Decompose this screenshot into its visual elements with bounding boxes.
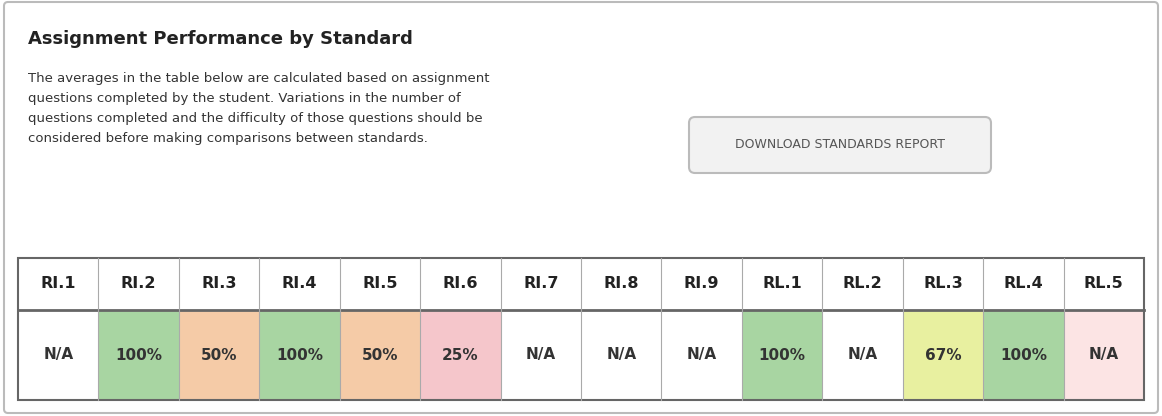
Bar <box>421 310 501 400</box>
Text: RL.3: RL.3 <box>923 277 963 292</box>
Text: 100%: 100% <box>999 347 1047 362</box>
FancyBboxPatch shape <box>3 2 1159 413</box>
Text: 100%: 100% <box>115 347 163 362</box>
Text: N/A: N/A <box>1089 347 1119 362</box>
Bar <box>1063 258 1145 310</box>
Bar <box>501 258 581 310</box>
Text: N/A: N/A <box>525 347 555 362</box>
Bar <box>741 258 823 310</box>
Bar <box>179 258 259 310</box>
Bar <box>179 310 259 400</box>
Text: 50%: 50% <box>201 347 237 362</box>
Bar <box>661 258 741 310</box>
Text: RI.6: RI.6 <box>443 277 478 292</box>
Bar <box>823 310 903 400</box>
Text: RI.3: RI.3 <box>201 277 237 292</box>
Text: RL.4: RL.4 <box>1004 277 1043 292</box>
Bar <box>903 310 983 400</box>
Bar <box>17 310 99 400</box>
Text: N/A: N/A <box>847 347 877 362</box>
Text: The averages in the table below are calculated based on assignment
questions com: The averages in the table below are calc… <box>28 72 489 145</box>
Text: Assignment Performance by Standard: Assignment Performance by Standard <box>28 30 413 48</box>
Bar <box>17 258 1145 400</box>
Text: RI.4: RI.4 <box>281 277 317 292</box>
Bar <box>99 258 179 310</box>
Text: RL.2: RL.2 <box>842 277 882 292</box>
Bar <box>823 258 903 310</box>
Bar <box>421 258 501 310</box>
Bar <box>741 310 823 400</box>
Text: 67%: 67% <box>925 347 961 362</box>
Bar <box>259 258 339 310</box>
Text: N/A: N/A <box>687 347 717 362</box>
Text: N/A: N/A <box>43 347 73 362</box>
Text: 50%: 50% <box>361 347 399 362</box>
Bar <box>983 310 1063 400</box>
Bar <box>903 258 983 310</box>
Text: RI.9: RI.9 <box>684 277 719 292</box>
Text: RI.2: RI.2 <box>121 277 157 292</box>
Text: 100%: 100% <box>759 347 805 362</box>
Text: RL.5: RL.5 <box>1084 277 1124 292</box>
Bar <box>99 310 179 400</box>
Bar <box>581 258 661 310</box>
Bar <box>17 258 99 310</box>
Bar <box>501 310 581 400</box>
Text: RI.8: RI.8 <box>603 277 639 292</box>
Text: 100%: 100% <box>277 347 323 362</box>
Text: 25%: 25% <box>442 347 479 362</box>
Bar <box>339 258 421 310</box>
Bar <box>983 258 1063 310</box>
Bar <box>661 310 741 400</box>
Text: RI.5: RI.5 <box>363 277 397 292</box>
Bar <box>1063 310 1145 400</box>
Text: RL.1: RL.1 <box>762 277 802 292</box>
Text: RI.1: RI.1 <box>41 277 76 292</box>
Text: RI.7: RI.7 <box>523 277 559 292</box>
Text: N/A: N/A <box>607 347 637 362</box>
Text: DOWNLOAD STANDARDS REPORT: DOWNLOAD STANDARDS REPORT <box>736 139 945 151</box>
Bar <box>339 310 421 400</box>
Bar <box>581 310 661 400</box>
FancyBboxPatch shape <box>689 117 991 173</box>
Bar <box>259 310 339 400</box>
